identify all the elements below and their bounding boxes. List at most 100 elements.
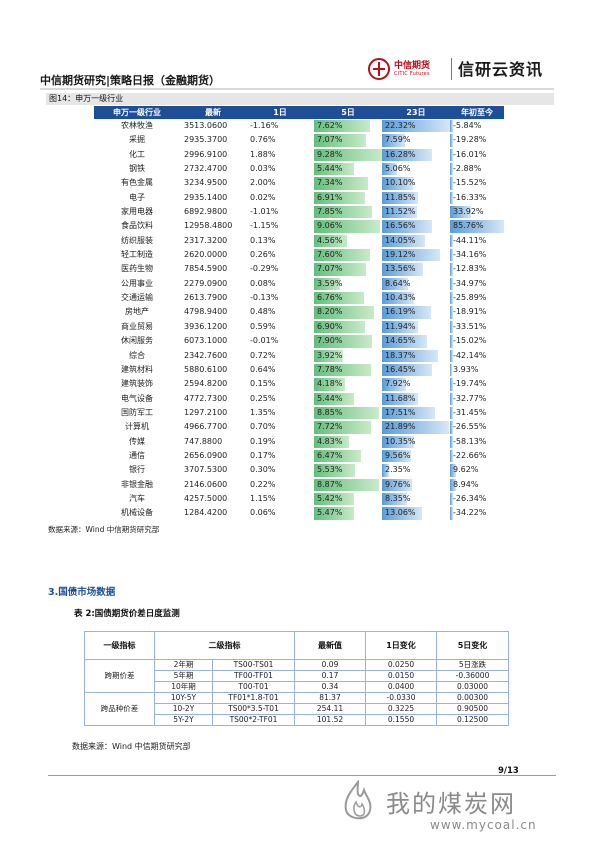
change-5d-bar xyxy=(314,234,348,248)
col-latest: 最新值 xyxy=(294,631,366,660)
change-ytd: -34.97% xyxy=(450,277,504,291)
change-5d-bar xyxy=(314,163,354,176)
change-23d-bar xyxy=(382,249,441,262)
change-ytd-value: -15.52% xyxy=(453,178,487,188)
watermark-url: www.mycoal.cn xyxy=(430,818,537,832)
change-23d-value: 11.94% xyxy=(385,321,416,331)
industry-name: 医药生物 xyxy=(121,264,153,274)
logo-divider xyxy=(451,58,452,80)
change-ytd-bar xyxy=(450,507,454,520)
change-23d: 5.06% xyxy=(382,162,450,176)
last-value: 1284.4200 xyxy=(184,508,228,518)
industry-row: 电气设备 4772.7300 0.25% 5.44% 11.68% -32.77% xyxy=(94,392,504,406)
last-value: 747.8800 xyxy=(184,436,223,446)
change-ytd-value: -26.55% xyxy=(453,422,487,432)
change-ytd-value: -12.83% xyxy=(453,264,487,274)
change-5d: 6.91% xyxy=(314,191,382,205)
change-5d-bar xyxy=(314,392,354,405)
change-23d-value: 11.85% xyxy=(385,192,416,202)
change-5d-value: 6.76% xyxy=(317,293,343,303)
change-ytd-value: -25.89% xyxy=(453,293,487,303)
change-ytd: -34.22% xyxy=(450,506,504,520)
change-ytd-bar xyxy=(450,148,454,162)
spread-change-5d: -0.36000 xyxy=(436,670,509,682)
logo-en: CITIC Futures xyxy=(394,71,430,77)
change-23d-bar xyxy=(382,392,418,405)
change-23d-value: 18.37% xyxy=(385,350,416,360)
change-5d-value: 8.85% xyxy=(317,407,343,417)
change-5d-value: 9.06% xyxy=(317,221,343,231)
change-1d: -0.29% xyxy=(250,264,279,274)
last-value: 3234.9500 xyxy=(184,178,228,188)
change-5d-value: 8.20% xyxy=(317,307,343,317)
change-5d-bar xyxy=(314,277,341,291)
spread-row: 跨期价差 2年期 TS00-TS01 0.09 0.0250 5日涨跌 xyxy=(84,659,509,693)
spread-row: 5年期 TF00-TF01 0.17 0.0150 -0.36000 xyxy=(85,670,509,682)
industry-row: 采掘 2935.3700 0.76% 7.07% 7.59% -19.28% xyxy=(94,133,504,147)
industry-row: 钢铁 2732.4700 0.03% 5.44% 5.06% -2.88% xyxy=(94,162,504,176)
change-23d: 19.12% xyxy=(382,248,450,262)
change-ytd-value: -32.77% xyxy=(453,393,487,403)
col-level2: 二级指标 xyxy=(154,631,295,660)
change-5d: 5.47% xyxy=(314,506,382,520)
change-5d-value: 7.07% xyxy=(317,264,343,274)
change-ytd-bar xyxy=(450,206,472,219)
change-23d: 11.94% xyxy=(382,320,450,334)
change-23d-bar xyxy=(382,421,449,434)
change-5d-value: 7.34% xyxy=(317,178,343,188)
change-23d-bar xyxy=(382,134,406,147)
change-5d-bar xyxy=(314,220,381,233)
change-1d: 0.22% xyxy=(250,479,276,489)
change-5d-value: 5.42% xyxy=(317,493,343,503)
change-1d: 1.15% xyxy=(250,493,276,503)
industry-table-header: 申万一级行业 最新 1日 5日 23日 年初至今 xyxy=(94,106,504,119)
change-5d: 8.20% xyxy=(314,305,382,319)
change-ytd-bar xyxy=(450,263,454,276)
change-23d-value: 11.52% xyxy=(385,207,416,217)
change-ytd-value: -18.91% xyxy=(453,307,487,317)
change-1d: 1.88% xyxy=(250,149,276,159)
change-1d: -1.16% xyxy=(250,121,279,130)
col-ytd: 年初至今 xyxy=(450,106,504,119)
change-5d-value: 4.18% xyxy=(317,379,343,389)
industry-row: 电子 2935.1400 0.02% 6.91% 11.85% -16.33% xyxy=(94,191,504,205)
change-ytd-bar xyxy=(450,292,454,305)
change-ytd-bar xyxy=(450,163,454,176)
change-5d-bar xyxy=(314,191,365,205)
change-ytd-value: -22.66% xyxy=(453,450,487,460)
change-5d-value: 7.60% xyxy=(317,250,343,260)
change-ytd: -15.02% xyxy=(450,334,504,348)
spread-term: 10年期 xyxy=(154,681,213,693)
last-value: 2732.4700 xyxy=(184,164,228,174)
industry-name: 房地产 xyxy=(125,307,149,317)
change-ytd-value: -34.16% xyxy=(453,250,487,260)
spread-change-5d: 5日涨跌 xyxy=(436,659,509,671)
change-5d-bar xyxy=(314,206,372,219)
change-23d-bar xyxy=(382,277,409,291)
change-5d: 3.59% xyxy=(314,277,382,291)
change-1d: 0.70% xyxy=(250,422,276,432)
industry-name: 建筑材料 xyxy=(121,364,153,374)
change-23d-value: 16.56% xyxy=(385,221,416,231)
change-ytd: 33.92% xyxy=(450,205,504,219)
spread-last: 101.52 xyxy=(294,714,366,726)
change-5d: 8.87% xyxy=(314,478,382,492)
change-5d-bar xyxy=(314,478,379,491)
watermark-text: 我的煤炭网 xyxy=(386,790,516,818)
col-change-1d: 1日变化 xyxy=(365,631,437,660)
citic-emblem-icon xyxy=(368,58,390,80)
change-23d-value: 8.35% xyxy=(385,493,411,503)
change-23d-bar xyxy=(382,163,398,176)
last-value: 6892.9800 xyxy=(184,207,228,217)
change-1d: 0.64% xyxy=(250,364,276,374)
change-23d-bar xyxy=(382,492,408,506)
change-5d-bar xyxy=(314,507,355,520)
change-5d: 5.53% xyxy=(314,463,382,477)
spread-table: 一级指标 二级指标 最新值 1日变化 5日变化 跨期价差 2年期 TS00-TS01… xyxy=(84,631,509,726)
change-1d: -1.01% xyxy=(250,207,279,217)
change-ytd: -34.16% xyxy=(450,248,504,262)
change-ytd: 8.94% xyxy=(450,478,504,492)
change-ytd-bar xyxy=(450,349,454,362)
change-ytd-value: -19.74% xyxy=(453,379,487,389)
industry-row: 汽车 4257.5000 1.15% 5.42% 8.35% -26.34% xyxy=(94,492,504,506)
